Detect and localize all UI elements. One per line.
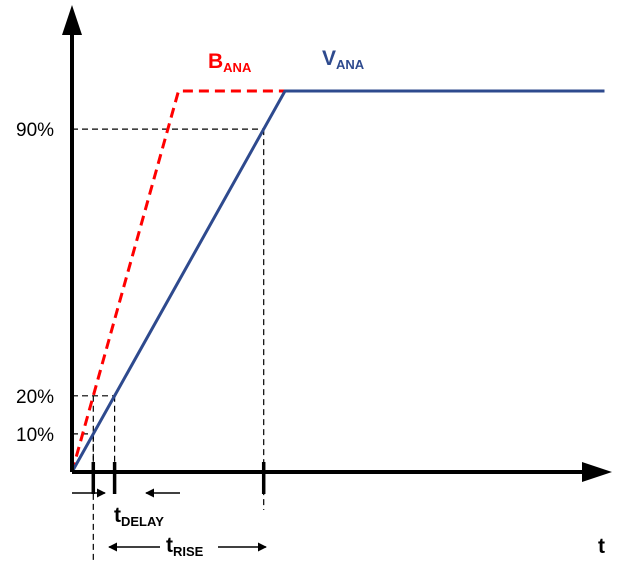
x-axis-arrow <box>582 462 612 482</box>
y-level-label-90: 90% <box>16 120 54 141</box>
y-level-label-10: 10% <box>16 425 54 446</box>
guide-lines <box>72 128 265 560</box>
time-ticks <box>91 462 266 494</box>
y-axis-arrow <box>62 5 82 35</box>
trace-b-ana <box>70 89 403 473</box>
y-level-label-20: 20% <box>16 387 54 408</box>
delay-label-sub: DELAY <box>121 514 164 529</box>
trace-v-ana <box>70 89 605 473</box>
rise-label-sub: RISE <box>173 544 204 559</box>
series-label-v-main: V <box>322 47 336 70</box>
series-label-b-main: B <box>208 50 223 73</box>
delay-label-main: t <box>114 504 121 527</box>
rise-label: tRISE <box>166 534 204 559</box>
traces <box>70 89 605 473</box>
rise-label-main: t <box>166 534 173 557</box>
series-label-b: BANA <box>208 50 252 75</box>
y-level-labels: 10% 20% 90% <box>16 120 54 446</box>
series-label-v: VANA <box>322 47 365 72</box>
axes <box>62 5 612 482</box>
dimension-arrows <box>72 488 267 552</box>
delay-label: tDELAY <box>114 504 164 529</box>
x-axis-label: t <box>598 535 605 558</box>
series-label-v-sub: ANA <box>336 57 365 72</box>
series-label-b-sub: ANA <box>223 60 252 75</box>
